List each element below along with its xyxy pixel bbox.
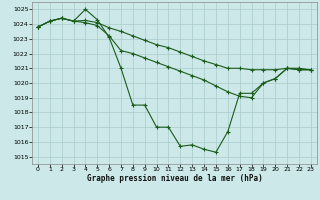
X-axis label: Graphe pression niveau de la mer (hPa): Graphe pression niveau de la mer (hPa) <box>86 174 262 183</box>
